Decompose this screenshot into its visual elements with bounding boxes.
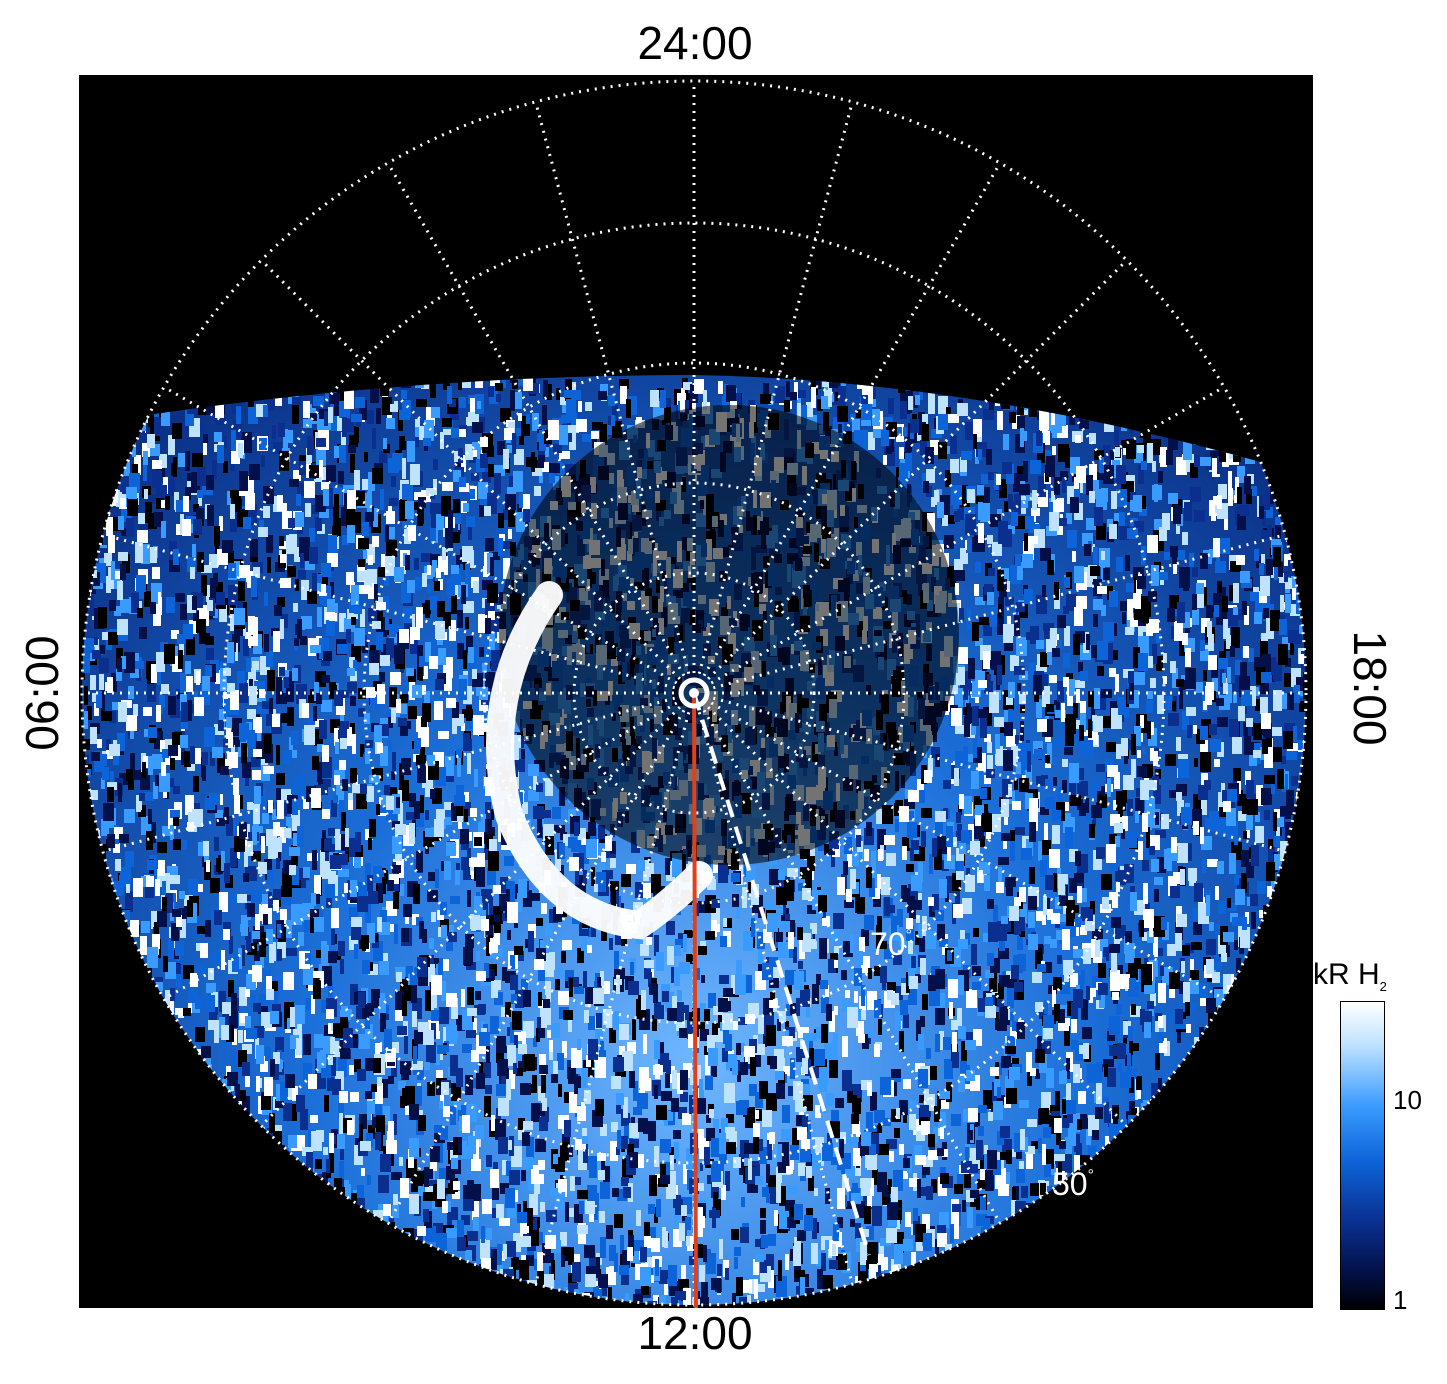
- meridian-line: [702, 709, 1002, 1224]
- latitude-circle: [572, 571, 816, 815]
- meridian-line: [163, 701, 678, 1001]
- local-time-label-24: 24:00: [637, 17, 753, 69]
- meridian-line: [260, 706, 681, 1127]
- polar-projection-plot: [79, 75, 1313, 1308]
- pole-marker-icon: [678, 677, 710, 709]
- meridian-line: [712, 533, 1286, 690]
- lat-lon-grid: [80, 79, 1308, 1307]
- meridian-line: [702, 162, 1002, 677]
- local-time-label-12: 12:00: [637, 1307, 753, 1359]
- meridian-line: [260, 259, 681, 680]
- colorbar-title-subscript: 2: [1379, 979, 1387, 994]
- auroral-map-svg: [80, 79, 1308, 1308]
- latitude-label-70: 70°: [870, 926, 912, 962]
- meridian-line: [102, 533, 676, 690]
- degree-symbol: °: [905, 927, 912, 944]
- meridian-line: [534, 101, 691, 675]
- pole-dot: [689, 688, 699, 698]
- meridian-line: [386, 709, 686, 1224]
- meridian-line: [710, 701, 1225, 1001]
- colorbar-title-text: kR H: [1313, 958, 1380, 991]
- degree-symbol: °: [1087, 1167, 1094, 1184]
- local-time-label-18: 18:00: [1344, 630, 1396, 746]
- latitude-label-50: 50°: [1052, 1166, 1094, 1202]
- dashed-meridian: [692, 692, 871, 1256]
- colorbar-tick-10: 10: [1393, 1085, 1422, 1115]
- meridian-line: [102, 696, 676, 853]
- meridian-line: [386, 162, 686, 677]
- meridian-line: [534, 711, 691, 1285]
- colorbar-tick-1: 1: [1393, 1285, 1408, 1315]
- local-time-label-06: 06:00: [16, 635, 68, 751]
- polar-cap-dark-region: [499, 405, 959, 865]
- meridian-line: [712, 696, 1286, 853]
- meridian-line: [707, 259, 1128, 680]
- latitude-circle: [362, 361, 1026, 1025]
- noon-meridian-line: [692, 692, 698, 1308]
- colorbar: [1340, 1001, 1385, 1310]
- meridian-line: [697, 711, 854, 1285]
- meridian-line: [163, 385, 678, 685]
- main-auroral-oval: [486, 581, 713, 940]
- latitude-value-70: 70: [870, 926, 906, 962]
- meridian-line: [710, 385, 1225, 685]
- meridian-line: [697, 101, 854, 675]
- meridian-line: [707, 706, 1128, 1127]
- colorbar-title: kR H2: [1313, 958, 1387, 994]
- latitude-value-50: 50: [1052, 1166, 1088, 1202]
